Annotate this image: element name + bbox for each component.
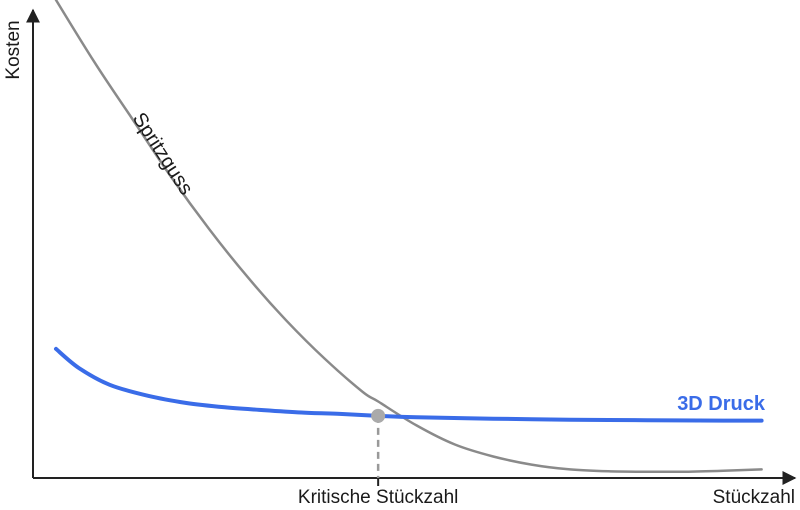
x-axis-label: Stückzahl [713, 487, 795, 508]
intersection-point [371, 408, 386, 423]
series-line-3d-druck [54, 346, 764, 423]
x-tick-label: Kritische Stückzahl [298, 487, 459, 508]
chart-marks: Kritische Stückzahl Spritzguss 3D Druck [54, 0, 766, 508]
series-label-3d-druck: 3D Druck [677, 393, 766, 415]
series-label-spritzguss: Spritzguss [128, 109, 197, 199]
y-axis-label: Kosten [3, 20, 24, 79]
series-line-spritzguss [54, 0, 763, 474]
